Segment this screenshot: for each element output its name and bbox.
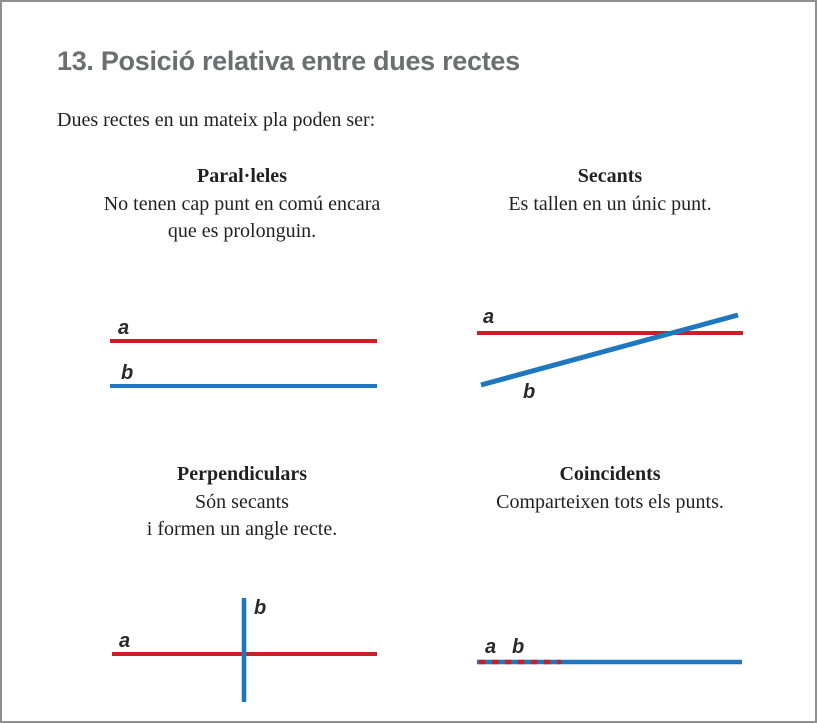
section-perpendiculars-text: Perpendiculars Són secants i formen un a…	[42, 461, 442, 544]
section-parallels-text: Paral·leles No tenen cap punt en comú en…	[42, 163, 442, 246]
perpendiculars-heading: Perpendiculars	[177, 463, 307, 485]
section-coincidents-text: Coincidents Comparteixen tots els punts.	[410, 461, 810, 516]
coincidents-heading: Coincidents	[559, 463, 661, 485]
page-title: 13. Posició relativa entre dues rectes	[57, 46, 520, 76]
parallels-label-a: a	[118, 317, 129, 339]
perpendiculars-description-line1: Són secants	[195, 490, 289, 513]
perpendiculars-label-a: a	[119, 630, 130, 652]
perpendiculars-label-b: b	[254, 597, 266, 619]
intro-text: Dues rectes en un mateix pla poden ser:	[57, 109, 376, 131]
secants-label-a: a	[483, 306, 494, 328]
perpendiculars-description-line2: i formen un angle recte.	[146, 518, 338, 540]
parallels-heading: Paral·leles	[197, 165, 287, 187]
secants-line-b	[480, 312, 739, 388]
coincidents-label-b: b	[512, 636, 524, 658]
section-secants-text: Secants Es tallen en un únic punt.	[410, 163, 810, 218]
secants-heading: Secants	[577, 165, 643, 187]
coincidents-description-line1: Comparteixen tots els punts.	[496, 490, 724, 513]
parallels-label-b: b	[121, 362, 133, 384]
secants-label-b: b	[523, 381, 535, 403]
secants-description-line1: Es tallen en un únic punt.	[508, 192, 712, 215]
parallels-description-line2: que es prolonguin.	[167, 220, 317, 242]
parallels-description-line1: No tenen cap punt en comú encara	[103, 192, 381, 215]
coincidents-label-a: a	[485, 636, 496, 658]
